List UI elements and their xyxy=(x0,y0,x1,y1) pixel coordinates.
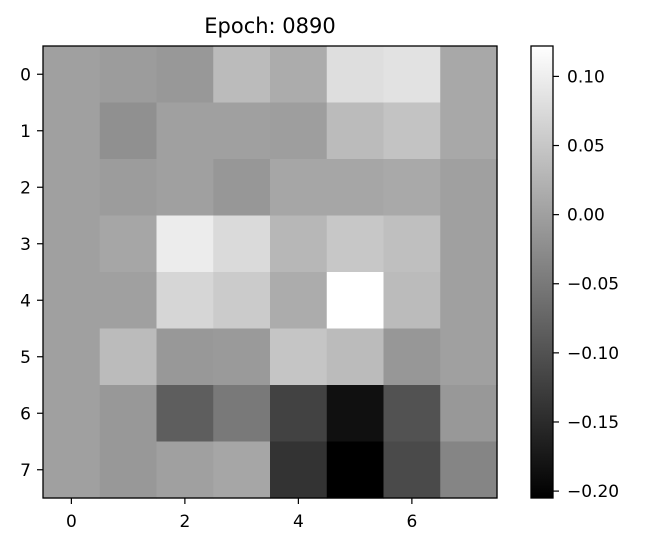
colorbar-tick-label: −0.15 xyxy=(567,413,619,433)
heatmap-cell xyxy=(43,441,101,499)
heatmap-cell xyxy=(383,385,441,443)
heatmap-cell xyxy=(270,46,328,104)
heatmap-cell xyxy=(99,441,158,499)
heatmap-cell xyxy=(326,46,385,104)
colorbar-tick-label: −0.05 xyxy=(567,275,619,295)
heatmap-cell xyxy=(383,46,441,104)
colorbar-tick-label: −0.20 xyxy=(567,482,619,502)
heatmap-cell xyxy=(270,159,328,217)
x-axis: 0 2 4 6 xyxy=(66,498,417,532)
heatmap-cell xyxy=(326,215,385,273)
heatmap-cell xyxy=(383,215,441,273)
y-tick-label: 1 xyxy=(20,122,31,142)
x-tick-label: 0 xyxy=(66,512,77,532)
heatmap-cell xyxy=(43,102,101,160)
colorbar-tick-label: −0.10 xyxy=(567,344,619,364)
colorbar-tick-label: 0.10 xyxy=(567,67,605,87)
heatmap-cell xyxy=(270,215,328,273)
heatmap-cell xyxy=(99,215,158,273)
colorbar xyxy=(530,45,554,499)
heatmap-cell xyxy=(383,102,441,160)
heatmap-cell xyxy=(43,385,101,443)
heatmap-cell xyxy=(213,272,271,330)
heatmap-cell xyxy=(440,46,498,104)
heatmap-cell xyxy=(270,441,328,499)
heatmap-cell xyxy=(213,328,271,386)
heatmap-cell xyxy=(270,385,328,443)
heatmap-cell xyxy=(326,385,385,443)
y-tick-label: 5 xyxy=(20,348,31,368)
y-tick-label: 2 xyxy=(20,178,31,198)
heatmap-cell xyxy=(440,102,498,160)
heatmap-cell xyxy=(156,215,214,273)
heatmap-cell xyxy=(213,215,271,273)
y-tick-label: 7 xyxy=(20,461,31,481)
y-tick-label: 0 xyxy=(20,65,31,85)
heatmap-cell xyxy=(99,102,158,160)
heatmap-cell xyxy=(99,159,158,217)
colorbar-axis: 0.10 0.05 0.00 −0.05 −0.10 −0.15 −0.20 xyxy=(553,67,619,502)
heatmap-cell xyxy=(440,272,498,330)
plot-frame xyxy=(42,45,498,499)
heatmap-cell xyxy=(440,159,498,217)
y-tick-label: 3 xyxy=(20,235,31,255)
x-tick-label: 6 xyxy=(406,512,417,532)
heatmap-cell xyxy=(213,102,271,160)
x-tick-label: 2 xyxy=(179,512,190,532)
heatmap-cell xyxy=(156,441,214,499)
heatmap-cell xyxy=(440,385,498,443)
heatmap-cell xyxy=(43,272,101,330)
heatmap-cell xyxy=(156,102,214,160)
heatmap-cell xyxy=(213,385,271,443)
heatmap-cell xyxy=(213,46,271,104)
heatmap-cell xyxy=(270,272,328,330)
colorbar-tick-label: 0.00 xyxy=(567,206,605,226)
heatmap-cells xyxy=(43,46,498,499)
heatmap-cell xyxy=(383,159,441,217)
heatmap-cell xyxy=(383,272,441,330)
heatmap-cell xyxy=(326,328,385,386)
heatmap-cell xyxy=(99,328,158,386)
heatmap-cell xyxy=(383,441,441,499)
chart-title: Epoch: 0890 xyxy=(204,14,336,38)
heatmap-cell xyxy=(43,46,101,104)
heatmap-cell xyxy=(99,272,158,330)
heatmap-cell xyxy=(440,215,498,273)
heatmap-cell xyxy=(156,159,214,217)
heatmap-cell xyxy=(99,46,158,104)
heatmap-cell xyxy=(326,159,385,217)
heatmap-cell xyxy=(326,272,385,330)
y-tick-label: 4 xyxy=(20,291,31,311)
heatmap-cell xyxy=(270,102,328,160)
heatmap-cell xyxy=(270,328,328,386)
heatmap-cell xyxy=(326,441,385,499)
heatmap-cell xyxy=(383,328,441,386)
y-axis: 0 1 2 3 4 5 6 7 xyxy=(20,65,43,481)
heatmap-cell xyxy=(43,328,101,386)
x-tick-label: 4 xyxy=(293,512,304,532)
heatmap-cell xyxy=(440,328,498,386)
heatmap-cell xyxy=(99,385,158,443)
heatmap-cell xyxy=(156,46,214,104)
heatmap-cell xyxy=(43,159,101,217)
heatmap-cell xyxy=(213,159,271,217)
heatmap-cell xyxy=(213,441,271,499)
heatmap-cell xyxy=(156,272,214,330)
heatmap-cell xyxy=(156,385,214,443)
heatmap-cell xyxy=(326,102,385,160)
y-tick-label: 6 xyxy=(20,404,31,424)
heatmap-cell xyxy=(156,328,214,386)
colorbar-tick-label: 0.05 xyxy=(567,137,605,157)
heatmap-cell xyxy=(440,441,498,499)
heatmap-cell xyxy=(43,215,101,273)
